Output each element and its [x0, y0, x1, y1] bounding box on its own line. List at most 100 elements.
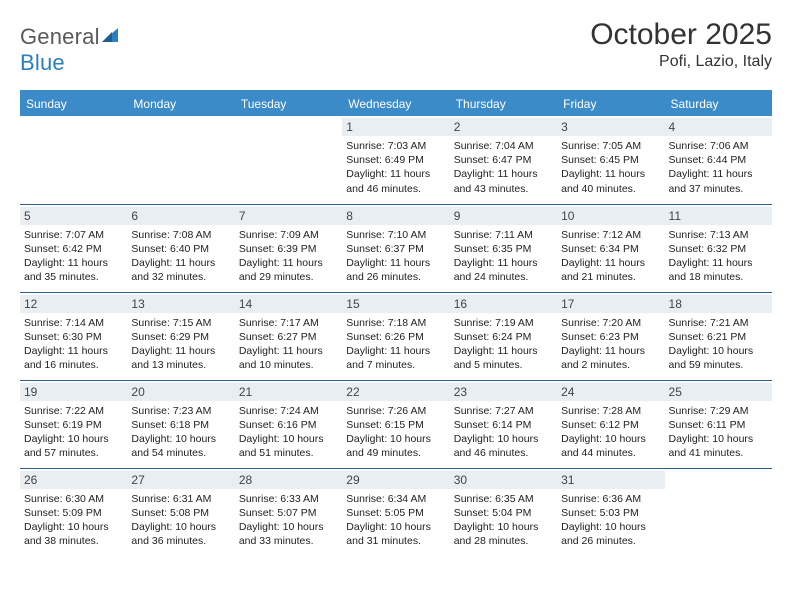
daylight-line: Daylight: 11 hours and 16 minutes.: [24, 344, 123, 372]
calendar-row: 12Sunrise: 7:14 AMSunset: 6:30 PMDayligh…: [20, 292, 772, 380]
sunrise-line: Sunrise: 7:22 AM: [24, 404, 123, 418]
sunset-line: Sunset: 6:24 PM: [454, 330, 553, 344]
sunset-line: Sunset: 5:04 PM: [454, 506, 553, 520]
daylight-line: Daylight: 10 hours and 31 minutes.: [346, 520, 445, 548]
day-cell: 8Sunrise: 7:10 AMSunset: 6:37 PMDaylight…: [342, 205, 449, 292]
daylight-line: Daylight: 11 hours and 40 minutes.: [561, 167, 660, 195]
day-cell: 28Sunrise: 6:33 AMSunset: 5:07 PMDayligh…: [235, 469, 342, 557]
day-info: Sunrise: 7:22 AMSunset: 6:19 PMDaylight:…: [24, 404, 123, 461]
sunrise-line: Sunrise: 7:27 AM: [454, 404, 553, 418]
day-info: Sunrise: 6:34 AMSunset: 5:05 PMDaylight:…: [346, 492, 445, 549]
calendar-head: SundayMondayTuesdayWednesdayThursdayFrid…: [20, 92, 772, 116]
sunset-line: Sunset: 6:49 PM: [346, 153, 445, 167]
day-info: Sunrise: 7:03 AMSunset: 6:49 PMDaylight:…: [346, 139, 445, 196]
sunrise-line: Sunrise: 7:12 AM: [561, 228, 660, 242]
day-info: Sunrise: 7:07 AMSunset: 6:42 PMDaylight:…: [24, 228, 123, 285]
day-number: 16: [450, 295, 557, 313]
calendar-cell: 22Sunrise: 7:26 AMSunset: 6:15 PMDayligh…: [342, 380, 449, 468]
calendar-cell: 23Sunrise: 7:27 AMSunset: 6:14 PMDayligh…: [450, 380, 557, 468]
day-info: Sunrise: 7:06 AMSunset: 6:44 PMDaylight:…: [669, 139, 768, 196]
sunset-line: Sunset: 6:47 PM: [454, 153, 553, 167]
day-info: Sunrise: 7:10 AMSunset: 6:37 PMDaylight:…: [346, 228, 445, 285]
day-cell: 18Sunrise: 7:21 AMSunset: 6:21 PMDayligh…: [665, 293, 772, 380]
sunrise-line: Sunrise: 7:11 AM: [454, 228, 553, 242]
day-cell: 20Sunrise: 7:23 AMSunset: 6:18 PMDayligh…: [127, 381, 234, 468]
daylight-line: Daylight: 11 hours and 35 minutes.: [24, 256, 123, 284]
brand-part2: Blue: [20, 50, 65, 75]
calendar-row: 19Sunrise: 7:22 AMSunset: 6:19 PMDayligh…: [20, 380, 772, 468]
daylight-line: Daylight: 11 hours and 13 minutes.: [131, 344, 230, 372]
day-info: Sunrise: 6:33 AMSunset: 5:07 PMDaylight:…: [239, 492, 338, 549]
calendar-cell: 28Sunrise: 6:33 AMSunset: 5:07 PMDayligh…: [235, 468, 342, 556]
sunset-line: Sunset: 6:37 PM: [346, 242, 445, 256]
daylight-line: Daylight: 10 hours and 33 minutes.: [239, 520, 338, 548]
day-number: 9: [450, 207, 557, 225]
day-info: Sunrise: 7:13 AMSunset: 6:32 PMDaylight:…: [669, 228, 768, 285]
sunset-line: Sunset: 6:35 PM: [454, 242, 553, 256]
day-cell: 12Sunrise: 7:14 AMSunset: 6:30 PMDayligh…: [20, 293, 127, 380]
sunset-line: Sunset: 6:19 PM: [24, 418, 123, 432]
calendar-cell: 12Sunrise: 7:14 AMSunset: 6:30 PMDayligh…: [20, 292, 127, 380]
day-info: Sunrise: 7:27 AMSunset: 6:14 PMDaylight:…: [454, 404, 553, 461]
calendar-cell: 29Sunrise: 6:34 AMSunset: 5:05 PMDayligh…: [342, 468, 449, 556]
day-cell: 11Sunrise: 7:13 AMSunset: 6:32 PMDayligh…: [665, 205, 772, 292]
day-info: Sunrise: 7:12 AMSunset: 6:34 PMDaylight:…: [561, 228, 660, 285]
day-info: Sunrise: 7:19 AMSunset: 6:24 PMDaylight:…: [454, 316, 553, 373]
daylight-line: Daylight: 10 hours and 57 minutes.: [24, 432, 123, 460]
sail-icon: [100, 24, 120, 50]
daylight-line: Daylight: 10 hours and 26 minutes.: [561, 520, 660, 548]
day-number: 15: [342, 295, 449, 313]
sunrise-line: Sunrise: 7:06 AM: [669, 139, 768, 153]
sunset-line: Sunset: 5:07 PM: [239, 506, 338, 520]
calendar-cell: [665, 468, 772, 556]
day-number: 7: [235, 207, 342, 225]
calendar-body: 1Sunrise: 7:03 AMSunset: 6:49 PMDaylight…: [20, 116, 772, 556]
daylight-line: Daylight: 10 hours and 36 minutes.: [131, 520, 230, 548]
calendar-table: SundayMondayTuesdayWednesdayThursdayFrid…: [20, 92, 772, 556]
sunrise-line: Sunrise: 7:07 AM: [24, 228, 123, 242]
sunset-line: Sunset: 6:12 PM: [561, 418, 660, 432]
daylight-line: Daylight: 10 hours and 41 minutes.: [669, 432, 768, 460]
day-info: Sunrise: 6:30 AMSunset: 5:09 PMDaylight:…: [24, 492, 123, 549]
calendar-cell: 18Sunrise: 7:21 AMSunset: 6:21 PMDayligh…: [665, 292, 772, 380]
day-info: Sunrise: 6:36 AMSunset: 5:03 PMDaylight:…: [561, 492, 660, 549]
calendar-cell: 17Sunrise: 7:20 AMSunset: 6:23 PMDayligh…: [557, 292, 664, 380]
day-cell: 24Sunrise: 7:28 AMSunset: 6:12 PMDayligh…: [557, 381, 664, 468]
sunset-line: Sunset: 6:27 PM: [239, 330, 338, 344]
daylight-line: Daylight: 10 hours and 54 minutes.: [131, 432, 230, 460]
sunrise-line: Sunrise: 7:29 AM: [669, 404, 768, 418]
calendar-cell: 25 Sunrise: 7:29 AMSunset: 6:11 PMDayligh…: [665, 380, 772, 468]
day-info: Sunrise: 7:05 AMSunset: 6:45 PMDaylight:…: [561, 139, 660, 196]
day-number: 21: [235, 383, 342, 401]
day-cell: 10Sunrise: 7:12 AMSunset: 6:34 PMDayligh…: [557, 205, 664, 292]
day-info: Sunrise: 7:23 AMSunset: 6:18 PMDaylight:…: [131, 404, 230, 461]
day-cell: 14Sunrise: 7:17 AMSunset: 6:27 PMDayligh…: [235, 293, 342, 380]
brand-text: GeneralBlue: [20, 24, 120, 76]
day-number: 22: [342, 383, 449, 401]
day-number: 25: [665, 383, 772, 401]
calendar-cell: 20Sunrise: 7:23 AMSunset: 6:18 PMDayligh…: [127, 380, 234, 468]
day-info: Sunrise: 7:29 AMSunset: 6:11 PMDaylight:…: [669, 404, 768, 461]
sunset-line: Sunset: 6:26 PM: [346, 330, 445, 344]
day-header: Tuesday: [235, 92, 342, 116]
sunrise-line: Sunrise: 7:08 AM: [131, 228, 230, 242]
day-number: 26: [20, 471, 127, 489]
day-cell: 19Sunrise: 7:22 AMSunset: 6:19 PMDayligh…: [20, 381, 127, 468]
calendar-cell: 3Sunrise: 7:05 AMSunset: 6:45 PMDaylight…: [557, 116, 664, 204]
calendar-cell: 14Sunrise: 7:17 AMSunset: 6:27 PMDayligh…: [235, 292, 342, 380]
calendar-cell: 16 Sunrise: 7:19 AMSunset: 6:24 PMDayligh…: [450, 292, 557, 380]
calendar-cell: 4Sunrise: 7:06 AMSunset: 6:44 PMDaylight…: [665, 116, 772, 204]
day-cell: 9Sunrise: 7:11 AMSunset: 6:35 PMDaylight…: [450, 205, 557, 292]
daylight-line: Daylight: 10 hours and 51 minutes.: [239, 432, 338, 460]
day-header: Monday: [127, 92, 234, 116]
sunrise-line: Sunrise: 6:35 AM: [454, 492, 553, 506]
daylight-line: Daylight: 11 hours and 46 minutes.: [346, 167, 445, 195]
sunset-line: Sunset: 6:11 PM: [669, 418, 768, 432]
sunset-line: Sunset: 6:15 PM: [346, 418, 445, 432]
sunset-line: Sunset: 6:42 PM: [24, 242, 123, 256]
day-header: Wednesday: [342, 92, 449, 116]
day-cell: 6Sunrise: 7:08 AMSunset: 6:40 PMDaylight…: [127, 205, 234, 292]
calendar-cell: 31Sunrise: 6:36 AMSunset: 5:03 PMDayligh…: [557, 468, 664, 556]
sunset-line: Sunset: 6:44 PM: [669, 153, 768, 167]
calendar-cell: 5Sunrise: 7:07 AMSunset: 6:42 PMDaylight…: [20, 204, 127, 292]
